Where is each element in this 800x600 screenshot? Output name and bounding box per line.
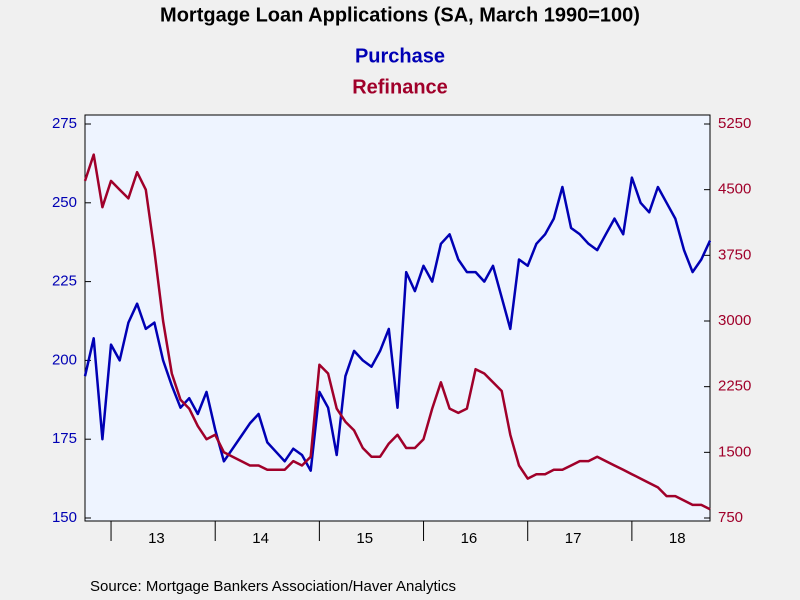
source-note: Source: Mortgage Bankers Association/Hav… xyxy=(90,578,456,595)
legend-entry: Refinance xyxy=(352,76,448,98)
x-tick-label: 15 xyxy=(356,530,373,547)
x-tick-label: 14 xyxy=(252,530,269,547)
legend-entry: Purchase xyxy=(355,45,445,67)
y-tick-label: 250 xyxy=(52,194,77,211)
x-tick-label: 18 xyxy=(669,530,686,547)
data-line xyxy=(83,153,711,511)
y2-tick-label: 2250 xyxy=(718,378,751,395)
y-tick-label: 200 xyxy=(52,351,77,368)
y2-tick-label: 5250 xyxy=(718,115,751,132)
y-tick-label: 225 xyxy=(52,273,77,290)
y2-tick-label: 750 xyxy=(718,509,743,526)
y2-tick-label: 3000 xyxy=(718,312,751,329)
plot-area xyxy=(84,114,711,522)
y2-tick-label: 1500 xyxy=(718,443,751,460)
y-tick-label: 275 xyxy=(52,115,77,132)
x-tick-label: 16 xyxy=(461,530,478,547)
y-tick-label: 175 xyxy=(52,430,77,447)
chart-title: Mortgage Loan Applications (SA, March 19… xyxy=(160,4,640,26)
x-tick-label: 13 xyxy=(148,530,165,547)
data-line xyxy=(83,176,712,472)
y-tick-label: 150 xyxy=(52,509,77,526)
x-tick-label: 17 xyxy=(565,530,582,547)
y2-tick-label: 3750 xyxy=(718,246,751,263)
y2-tick-label: 4500 xyxy=(718,181,751,198)
